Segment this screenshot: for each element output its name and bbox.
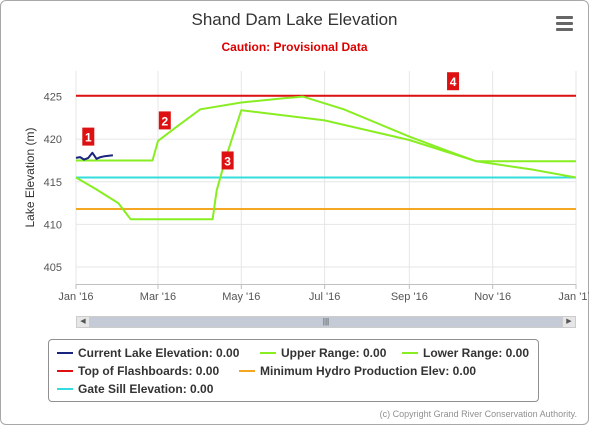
- annotation-label: 3: [224, 154, 231, 168]
- legend-item-lower-range[interactable]: Lower Range: 0.00: [402, 345, 529, 361]
- legend-swatch: [402, 351, 418, 354]
- series-line-current-lake-elevation: [75, 151, 114, 161]
- credits-text: (c) Copyright Grand River Conservation A…: [379, 409, 577, 419]
- legend-swatch: [239, 369, 255, 372]
- legend-label: Current Lake Elevation: 0.00: [78, 346, 240, 360]
- annotation-label: 2: [161, 114, 168, 128]
- x-tick-label: Mar '16: [140, 291, 176, 303]
- hamburger-menu-icon[interactable]: [555, 16, 575, 36]
- x-tick-label: Jul '16: [309, 291, 340, 303]
- annotation-box: [82, 127, 95, 146]
- annotation-box: [447, 72, 460, 91]
- legend-item-minimum-hydro-production[interactable]: Minimum Hydro Production Elev: 0.00: [239, 363, 476, 379]
- legend-item-top-of-flashboards[interactable]: Top of Flashboards: 0.00: [57, 363, 219, 379]
- annotation-marker-2: 2: [158, 111, 171, 130]
- y-tick-label: 410: [44, 219, 62, 231]
- chart-plot: 1 2 3 4 405 410 415 420 425 Jan '16 Mar '16 May '1…: [23, 71, 589, 303]
- series-layer: [75, 94, 577, 221]
- y-tick-label: 425: [44, 92, 62, 104]
- series-line-lower-range: [75, 109, 577, 221]
- legend: Current Lake Elevation: 0.00 Upper Range…: [48, 339, 539, 402]
- legend-label: Gate Sill Elevation: 0.00: [78, 382, 214, 396]
- legend-item-gate-sill-elevation[interactable]: Gate Sill Elevation: 0.00: [57, 381, 213, 397]
- x-tick-label: Nov '16: [474, 291, 511, 303]
- annotation-label: 4: [450, 75, 457, 89]
- annotation-box: [221, 151, 234, 170]
- legend-swatch: [57, 387, 73, 390]
- legend-label: Upper Range: 0.00: [281, 346, 387, 360]
- x-tick-label: Jan '17: [558, 291, 589, 303]
- x-tick-label: May '16: [222, 291, 260, 303]
- legend-swatch: [57, 369, 73, 372]
- scroll-right-arrow-icon[interactable]: ▶: [562, 317, 575, 327]
- legend-item-upper-range[interactable]: Upper Range: 0.00: [260, 345, 386, 361]
- x-tick-label: Sep '16: [391, 291, 428, 303]
- legend-label: Top of Flashboards: 0.00: [78, 364, 220, 378]
- legend-swatch: [57, 351, 73, 354]
- chart-subtitle: Caution: Provisional Data: [221, 40, 368, 54]
- y-tick-label: 415: [44, 177, 62, 189]
- annotation-label: 1: [85, 131, 92, 145]
- annotation-box: [158, 111, 171, 130]
- navigator-scrollbar[interactable]: ◀ ||| ▶: [76, 316, 576, 328]
- chart-title: Shand Dam Lake Elevation: [191, 10, 398, 29]
- scrollbar-thumb[interactable]: |||: [89, 317, 563, 327]
- legend-item-current-lake-elevation[interactable]: Current Lake Elevation: 0.00: [57, 345, 239, 361]
- series-line-upper-range: [76, 95, 576, 163]
- y-tick-label: 420: [44, 134, 62, 146]
- annotations: 1 2 3 4: [82, 72, 460, 170]
- annotation-marker-4: 4: [447, 72, 460, 91]
- legend-swatch: [260, 351, 276, 354]
- axes: 405 410 415 420 425 Jan '16 Mar '16 May '16 Jul …: [23, 92, 589, 303]
- y-axis-title: Lake Elevation (m): [23, 127, 37, 227]
- legend-label: Lower Range: 0.00: [423, 346, 530, 360]
- annotation-marker-1: 1: [82, 127, 95, 146]
- legend-label: Minimum Hydro Production Elev: 0.00: [260, 364, 477, 378]
- x-tick-label: Jan '16: [58, 291, 93, 303]
- y-tick-label: 405: [44, 262, 62, 274]
- annotation-marker-3: 3: [221, 151, 234, 170]
